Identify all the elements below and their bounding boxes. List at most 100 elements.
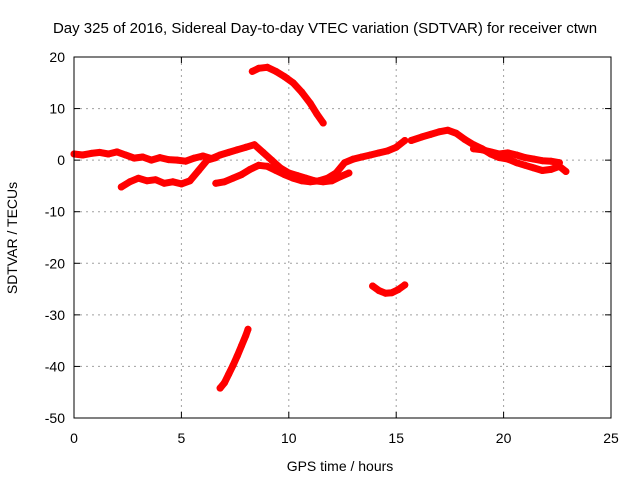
data-point — [268, 156, 276, 164]
data-point — [182, 157, 190, 165]
data-point — [225, 370, 233, 378]
y-axis-label: SDTVAR / TECUs — [4, 182, 20, 294]
data-point — [401, 281, 409, 289]
data-point — [195, 167, 203, 174]
x-tick-label: 0 — [70, 430, 78, 446]
data-point — [165, 156, 172, 164]
data-point — [298, 177, 306, 185]
data-point — [220, 379, 228, 387]
data-point — [173, 156, 181, 164]
data-point — [160, 179, 168, 187]
data-point — [504, 149, 512, 157]
series-arc-4 — [248, 63, 327, 127]
data-point — [547, 157, 555, 165]
data-point — [242, 143, 250, 151]
y-tick-label: 0 — [57, 152, 65, 168]
axis-ticks: 0 5 10 15 20 25 -50 -40 -30 -20 -10 0 10 20 — [45, 49, 619, 446]
data-point — [152, 176, 160, 184]
data-point — [349, 155, 357, 163]
data-point — [388, 289, 396, 297]
data-point — [96, 148, 104, 156]
data-point — [289, 79, 297, 87]
data-point — [134, 174, 142, 182]
data-point — [203, 156, 211, 164]
data-point — [394, 286, 402, 294]
y-tick-label: 10 — [49, 101, 65, 117]
data-point — [87, 149, 95, 157]
y-tick-label: -10 — [45, 204, 65, 220]
data-point — [401, 137, 409, 144]
data-point — [427, 130, 435, 138]
data-point — [289, 174, 297, 182]
data-point — [250, 141, 258, 149]
data-point — [156, 154, 164, 162]
data-series — [70, 63, 570, 392]
data-point — [281, 73, 288, 81]
data-point — [130, 154, 138, 162]
data-point — [538, 157, 546, 165]
data-point — [382, 289, 389, 297]
plot-frame — [73, 56, 612, 419]
data-point — [244, 325, 252, 333]
data-point — [190, 154, 198, 162]
data-point — [272, 167, 280, 174]
data-point — [375, 149, 383, 157]
data-point — [452, 129, 460, 137]
data-point — [366, 151, 374, 159]
data-point — [530, 164, 538, 172]
data-point — [341, 159, 349, 167]
data-point — [113, 148, 121, 156]
data-point — [281, 171, 288, 179]
data-point — [263, 162, 271, 170]
x-tick-label: 25 — [603, 430, 619, 446]
x-tick-label: 20 — [496, 430, 512, 446]
y-tick-label: -40 — [45, 358, 65, 374]
data-point — [332, 169, 340, 177]
data-point — [495, 150, 503, 158]
data-point — [212, 154, 220, 162]
data-point — [418, 133, 426, 141]
data-point — [444, 126, 452, 134]
data-point — [407, 137, 415, 144]
data-point — [177, 180, 185, 188]
data-point — [513, 159, 520, 167]
data-point — [324, 174, 331, 182]
data-point — [384, 147, 392, 155]
data-point — [238, 171, 245, 179]
x-tick-label: 5 — [178, 430, 186, 446]
data-point — [220, 178, 228, 186]
data-point — [255, 161, 263, 169]
data-point — [375, 287, 383, 295]
data-point — [229, 174, 237, 182]
data-point — [246, 165, 254, 173]
data-point — [435, 128, 443, 136]
data-point — [530, 155, 538, 163]
y-tick-label: -20 — [45, 255, 65, 271]
data-point — [562, 168, 570, 175]
data-point — [248, 67, 256, 75]
data-point — [547, 165, 555, 173]
data-point — [478, 146, 486, 154]
grid-lines — [74, 57, 611, 418]
data-point — [521, 154, 529, 162]
data-point — [461, 136, 469, 143]
data-point — [470, 145, 477, 153]
data-point — [212, 179, 220, 187]
data-point — [315, 177, 323, 185]
x-tick-label: 10 — [281, 430, 297, 446]
x-tick-label: 15 — [388, 430, 404, 446]
data-point — [358, 153, 366, 161]
data-point — [143, 177, 151, 185]
data-point — [104, 150, 112, 158]
data-point — [504, 155, 512, 163]
chart-title: Day 325 of 2016, Sidereal Day-to-day VTE… — [53, 20, 597, 37]
data-point — [169, 178, 177, 186]
data-point — [272, 67, 280, 75]
data-point — [242, 332, 250, 339]
data-point — [233, 352, 241, 360]
data-point — [186, 177, 194, 185]
data-point — [117, 183, 125, 191]
data-point — [319, 119, 327, 127]
data-point — [216, 384, 224, 392]
data-point — [225, 148, 233, 156]
